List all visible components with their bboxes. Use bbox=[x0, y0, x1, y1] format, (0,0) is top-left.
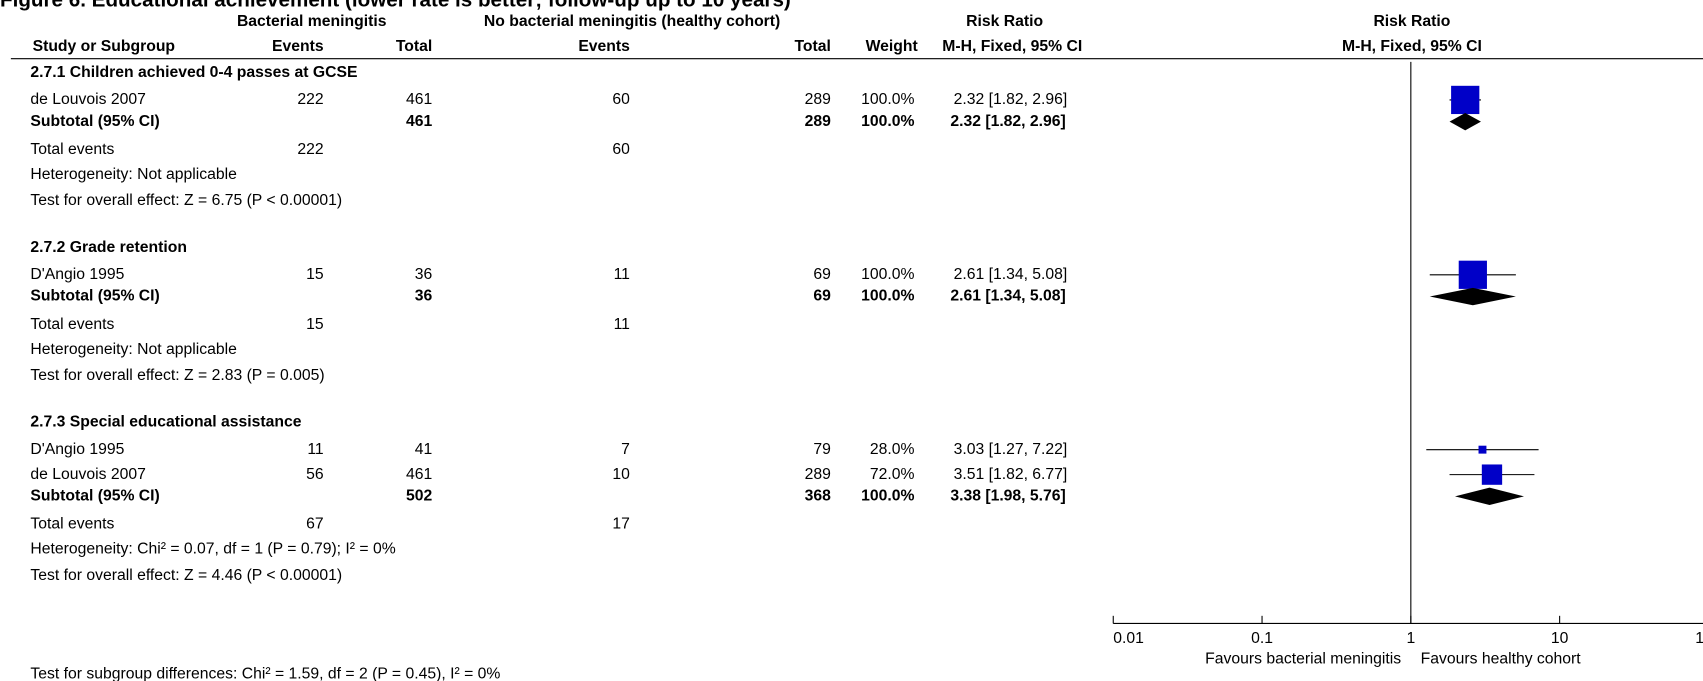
subtotal-weight: 100.0% bbox=[861, 488, 914, 505]
group-heading: 2.7.3 Special educational assistance bbox=[30, 414, 301, 431]
total2: 69 bbox=[813, 266, 831, 283]
study-name: D'Angio 1995 bbox=[30, 441, 124, 458]
group-heading: 2.7.1 Children achieved 0-4 passes at GC… bbox=[30, 64, 357, 81]
total2-header: Total bbox=[794, 38, 830, 55]
study-square bbox=[1478, 445, 1487, 454]
total-events1: 67 bbox=[306, 516, 324, 533]
study-square bbox=[1458, 260, 1487, 289]
x-label-right: Favours healthy cohort bbox=[1421, 650, 1582, 667]
subtotal-diamond bbox=[1449, 112, 1481, 131]
method-header: M-H, Fixed, 95% CI bbox=[942, 38, 1082, 55]
subtotal-name: Subtotal (95% CI) bbox=[30, 113, 159, 130]
total-events2: 60 bbox=[612, 141, 630, 158]
overall-effect: Test for overall effect: Z = 6.75 (P < 0… bbox=[30, 192, 342, 209]
weight: 72.0% bbox=[870, 466, 915, 483]
heterogeneity: Heterogeneity: Not applicable bbox=[30, 341, 237, 358]
effect-ci: 2.32 [1.82, 2.96] bbox=[954, 91, 1068, 108]
total-events-name: Total events bbox=[30, 516, 114, 533]
events2: 11 bbox=[614, 266, 630, 283]
subtotal-diamond bbox=[1454, 487, 1524, 506]
x-tick-label: 0.1 bbox=[1251, 630, 1273, 647]
total1-header: Total bbox=[396, 38, 432, 55]
subtotal-diamond bbox=[1429, 287, 1516, 306]
subtotal-weight: 100.0% bbox=[861, 288, 914, 305]
subtotal-total2: 368 bbox=[805, 488, 832, 505]
weight: 100.0% bbox=[861, 266, 914, 283]
x-tick-label: 0.01 bbox=[1113, 630, 1144, 647]
effect-header: Risk Ratio bbox=[966, 13, 1043, 30]
subtotal-total2: 289 bbox=[805, 113, 832, 130]
x-tick-label: 1 bbox=[1406, 630, 1415, 647]
total-events-name: Total events bbox=[30, 316, 114, 333]
total-events1: 15 bbox=[306, 316, 324, 333]
subgroup-differences: Test for subgroup differences: Chi² = 1.… bbox=[30, 666, 500, 681]
heterogeneity: Heterogeneity: Not applicable bbox=[30, 166, 237, 183]
overall-effect: Test for overall effect: Z = 2.83 (P = 0… bbox=[30, 367, 324, 384]
group-heading: 2.7.2 Grade retention bbox=[30, 239, 187, 256]
effect-ci: 3.51 [1.82, 6.77] bbox=[954, 466, 1068, 483]
weight: 28.0% bbox=[870, 441, 915, 458]
subtotal-total1: 502 bbox=[406, 488, 433, 505]
events1: 11 bbox=[307, 441, 323, 458]
events1: 15 bbox=[306, 266, 324, 283]
events1: 56 bbox=[306, 466, 324, 483]
subtotal-name: Subtotal (95% CI) bbox=[30, 488, 159, 505]
subtotal-total1: 36 bbox=[415, 288, 433, 305]
events2: 10 bbox=[612, 466, 630, 483]
group1-header: Bacterial meningitis bbox=[237, 13, 387, 30]
plot-header: Risk Ratio bbox=[1373, 13, 1450, 30]
subtotal-weight: 100.0% bbox=[861, 113, 914, 130]
events2: 60 bbox=[612, 91, 630, 108]
total1: 461 bbox=[406, 91, 432, 108]
total1: 41 bbox=[415, 441, 433, 458]
total2: 289 bbox=[805, 91, 831, 108]
total1: 461 bbox=[406, 466, 432, 483]
study-name: D'Angio 1995 bbox=[30, 266, 124, 283]
events2-header: Events bbox=[578, 38, 630, 55]
study-header: Study or Subgroup bbox=[33, 38, 175, 55]
weight: 100.0% bbox=[861, 91, 914, 108]
plot-method-header: M-H, Fixed, 95% CI bbox=[1342, 38, 1482, 55]
study-square bbox=[1481, 464, 1503, 485]
events1-header: Events bbox=[272, 38, 324, 55]
subtotal-name: Subtotal (95% CI) bbox=[30, 288, 159, 305]
study-name: de Louvois 2007 bbox=[30, 91, 145, 108]
subtotal-ci: 3.38 [1.98, 5.76] bbox=[950, 488, 1065, 505]
overall-effect: Test for overall effect: Z = 4.46 (P < 0… bbox=[30, 567, 342, 584]
chart-title: Figure 6. Educational achievement (lower… bbox=[0, 0, 791, 12]
subtotal-ci: 2.61 [1.34, 5.08] bbox=[950, 288, 1065, 305]
study-square bbox=[1451, 85, 1480, 115]
total-events2: 17 bbox=[612, 516, 630, 533]
x-tick-label: 10 bbox=[1551, 630, 1569, 647]
subtotal-total2: 69 bbox=[813, 288, 831, 305]
total-events2: 11 bbox=[614, 316, 630, 333]
events2: 7 bbox=[621, 441, 630, 458]
events1: 222 bbox=[297, 91, 323, 108]
total-events1: 222 bbox=[297, 141, 323, 158]
weight-header: Weight bbox=[866, 38, 919, 55]
subtotal-total1: 461 bbox=[406, 113, 433, 130]
group2-header: No bacterial meningitis (healthy cohort) bbox=[484, 13, 780, 30]
effect-ci: 2.61 [1.34, 5.08] bbox=[954, 266, 1068, 283]
effect-ci: 3.03 [1.27, 7.22] bbox=[954, 441, 1068, 458]
heterogeneity: Heterogeneity: Chi² = 0.07, df = 1 (P = … bbox=[30, 541, 395, 558]
total2: 79 bbox=[813, 441, 831, 458]
x-tick-label: 100 bbox=[1695, 630, 1703, 647]
subtotal-ci: 2.32 [1.82, 2.96] bbox=[950, 113, 1065, 130]
total2: 289 bbox=[805, 466, 831, 483]
study-name: de Louvois 2007 bbox=[30, 466, 145, 483]
total-events-name: Total events bbox=[30, 141, 114, 158]
total1: 36 bbox=[415, 266, 433, 283]
x-label-left: Favours bacterial meningitis bbox=[1205, 650, 1401, 667]
